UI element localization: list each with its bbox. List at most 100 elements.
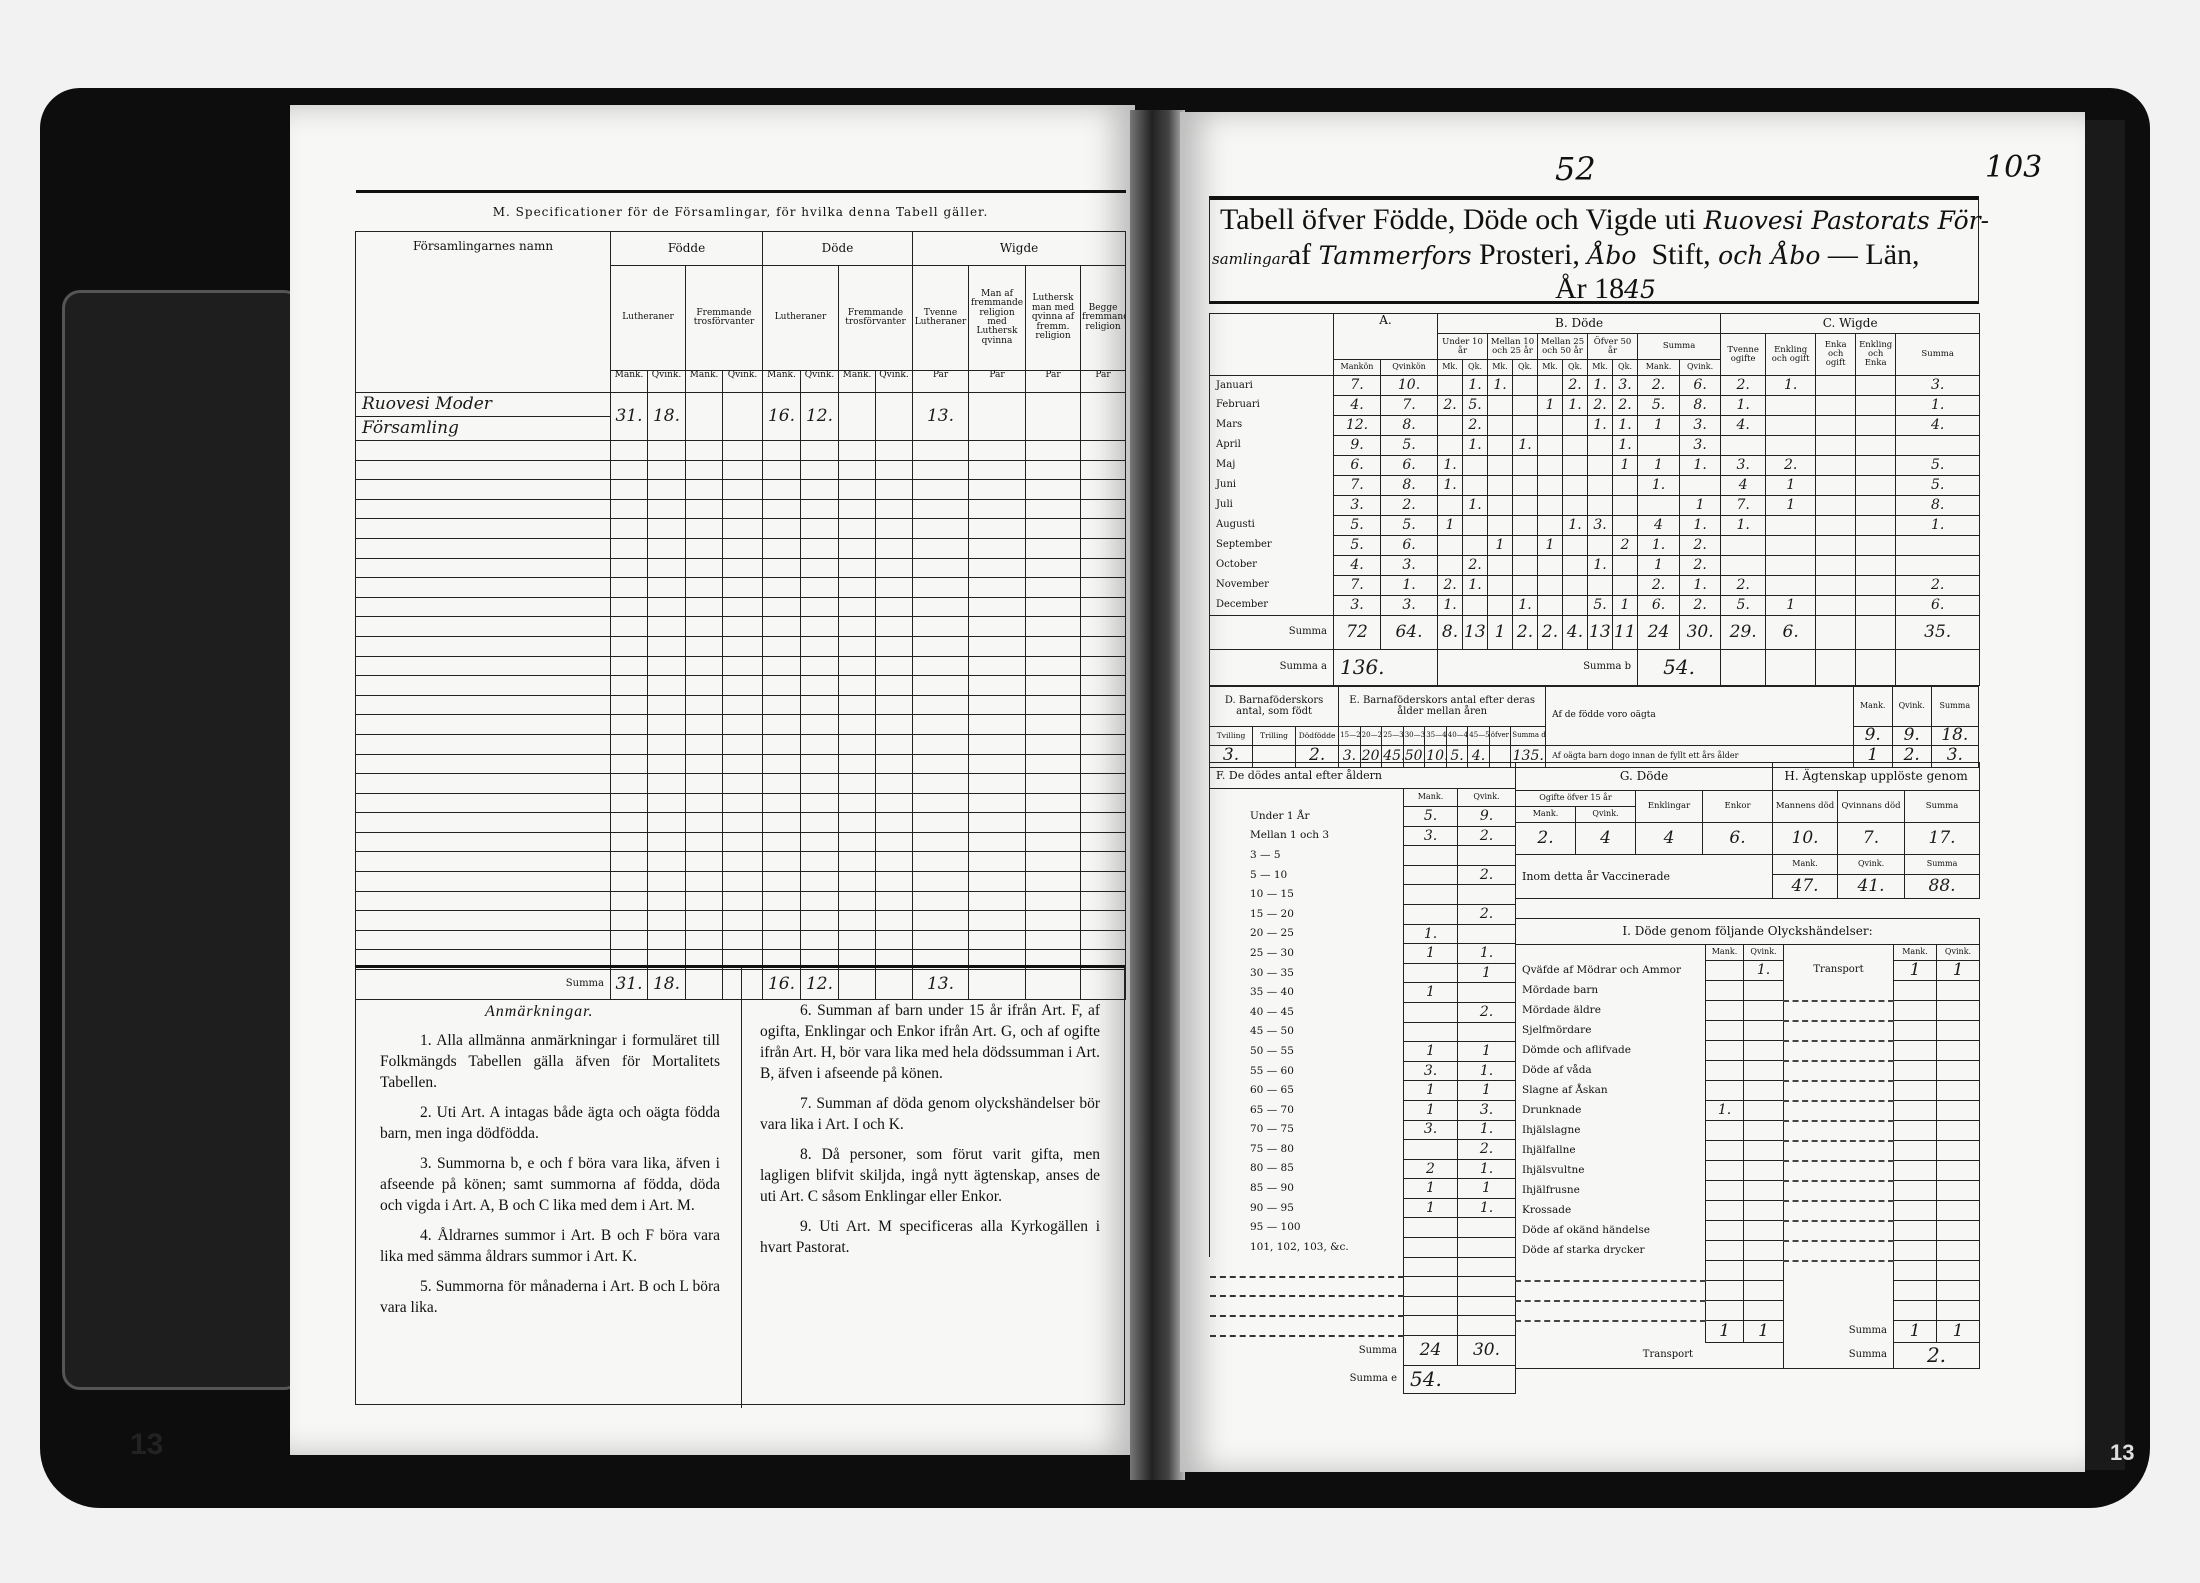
empty-cell	[355, 694, 611, 716]
empty-cell	[722, 773, 763, 794]
age-label: 30 — 35	[1209, 963, 1404, 983]
summa-value: 1	[1935, 1320, 1981, 1343]
binding-strip	[62, 290, 302, 1390]
header-mank: Mank.	[1515, 806, 1576, 823]
month-value: 1.	[1587, 415, 1614, 436]
empty-cell	[1025, 890, 1081, 912]
summa-row: Summa 24 30.	[1210, 1335, 1517, 1367]
empty-cell	[968, 890, 1026, 912]
empty-cell	[722, 714, 763, 735]
empty-cell	[1893, 1140, 1937, 1161]
empty-cell	[1893, 1100, 1937, 1121]
empty-cell	[1025, 498, 1081, 520]
month-value: 2.	[1587, 395, 1614, 416]
month-value	[1815, 555, 1857, 576]
empty-cell	[1403, 1315, 1458, 1337]
empty-cell	[610, 871, 648, 892]
month-value: 5.	[1637, 395, 1681, 416]
accident-label: Döde af våda	[1515, 1060, 1706, 1081]
empty-cell	[1895, 649, 1981, 686]
month-value: 1.	[1379, 575, 1439, 596]
header-lutheraner: Lutheraner	[610, 265, 686, 371]
header-qvink: Qvink.	[1575, 806, 1636, 823]
month-row: April 9. 5. 1. 1. 1. 3.	[1209, 435, 1981, 456]
empty-cell	[685, 929, 723, 951]
empty-cell	[762, 871, 801, 892]
empty-cell	[762, 773, 801, 794]
empty-cell	[647, 890, 686, 912]
dashed-line	[1209, 1315, 1404, 1337]
header-qvinkon: Qvinkön	[1379, 359, 1439, 376]
header-trilling: Trilling	[1252, 726, 1297, 746]
header-fodde: Födde	[610, 231, 763, 266]
summa-value: 16.	[762, 969, 801, 1001]
age-value: 9.	[1456, 806, 1517, 827]
month-value: 4	[1720, 475, 1767, 496]
empty-cell	[647, 871, 686, 892]
age-row: 65 — 70 1 3.	[1209, 1099, 1517, 1121]
empty-cell	[838, 871, 876, 892]
month-value	[1815, 435, 1857, 456]
dashed-line	[1783, 980, 1894, 1002]
empty-cell	[912, 890, 969, 912]
dashed-row	[1515, 1260, 1981, 1282]
parish-value	[722, 392, 763, 441]
empty-cell	[722, 733, 763, 755]
month-value	[1562, 435, 1589, 456]
dashed-row	[1209, 1295, 1517, 1317]
empty-cell	[1025, 929, 1081, 951]
empty-cell	[1515, 1320, 1706, 1343]
month-value: 1.	[1637, 535, 1681, 556]
empty-cell	[355, 537, 611, 559]
empty-cell	[722, 792, 763, 814]
header-ogifte: Ogifte öfver 15 år	[1515, 790, 1636, 807]
accident-label: Döde af starka drycker	[1515, 1240, 1706, 1261]
empty-cell	[610, 440, 648, 461]
summa-row: Summa 31. 18. 16. 12. 13.	[355, 969, 1127, 1001]
age-row: 20 — 25 1.	[1209, 923, 1517, 945]
empty-cell	[762, 753, 801, 775]
age-value: 1	[1456, 962, 1517, 984]
summa-value	[1079, 969, 1127, 1001]
accident-value	[1705, 1200, 1744, 1221]
month-value: 5.	[1720, 595, 1767, 616]
empty-cell	[762, 440, 801, 461]
month-value	[1462, 475, 1489, 496]
age-label: 50 — 55	[1209, 1041, 1404, 1062]
summa-e-row: Summa e 54.	[1210, 1365, 1517, 1395]
oagta-value: 9.	[1852, 726, 1893, 746]
accident-value	[1743, 980, 1784, 1001]
empty-cell	[838, 694, 876, 716]
page-edge	[2085, 120, 2125, 1470]
empty-cell	[610, 537, 648, 559]
header-par: Par	[968, 370, 1026, 393]
de-sub: TvillingTrillingDödfödde15—2020—2525—303…	[1208, 726, 1980, 746]
empty-cell	[647, 577, 686, 598]
empty-cell	[838, 675, 876, 696]
empty-cell	[1025, 616, 1081, 637]
month-value	[1537, 595, 1564, 616]
month-name: Augusti	[1209, 515, 1334, 536]
month-value: 1.	[1437, 455, 1464, 476]
empty-cell	[610, 479, 648, 500]
empty-cell	[912, 655, 969, 677]
age-row: 45 — 50	[1209, 1021, 1517, 1043]
empty-cell	[1079, 479, 1127, 500]
header-dodfodde: Dödfödde	[1295, 726, 1340, 746]
accident-value	[1743, 1100, 1784, 1121]
header-mank: Mank.	[1852, 686, 1893, 727]
month-value: 1.	[1462, 435, 1489, 456]
accident-value	[1705, 1240, 1744, 1261]
age-row: 35 — 40 1	[1209, 982, 1517, 1003]
summa-row: Summa7264.8.13.12.2.4.13.11.2430.29.6.35…	[1209, 615, 1981, 650]
note-item: 5. Summorna för månaderna i Art. B och L…	[380, 1278, 720, 1316]
age-value: 1	[1403, 1197, 1458, 1219]
empty-cell	[912, 675, 969, 696]
accident-row: Drunknade 1.	[1515, 1100, 1981, 1122]
accident-value	[1705, 1220, 1744, 1241]
empty-cell	[1403, 1295, 1458, 1317]
i-sub: Mank. Qvink. Mank. Qvink.	[1515, 944, 1981, 961]
empty-cell	[762, 714, 801, 735]
empty-cell	[1783, 1280, 1894, 1301]
month-value	[1562, 595, 1589, 616]
